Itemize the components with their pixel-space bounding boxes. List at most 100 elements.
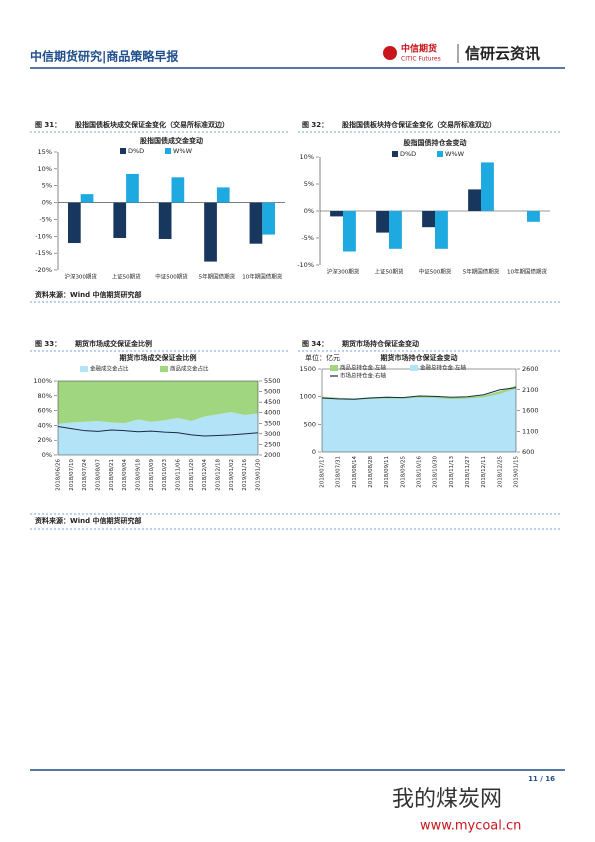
plot-frame [321, 368, 517, 453]
figure-label: 图 31： [35, 120, 61, 129]
area [58, 412, 258, 455]
area [322, 388, 516, 452]
bar [343, 211, 356, 252]
figure-caption: 股指国债板块成交保证金变化（交易所标准双边） [74, 120, 229, 129]
x-tick-label: 2018/08/14 [352, 456, 358, 488]
bar [158, 202, 172, 239]
y-tick-label: -10% [35, 232, 52, 240]
x-tick-label: 上证50期货 [112, 273, 141, 281]
header-title: 中信期货研究|商品策略早报 [30, 49, 178, 64]
x-tick-label: 2018/06/26 [56, 459, 62, 491]
x-tick-label: 2018/07/24 [82, 459, 88, 491]
bar [527, 211, 540, 222]
x-tick-label: 2018/10/30 [433, 456, 439, 488]
bar [422, 211, 435, 228]
x-tick-label: 沪深300期货 [327, 268, 360, 276]
legend-label: D%D [400, 150, 416, 158]
y-tick-label: 1600 [522, 407, 539, 415]
chart-title: 股指国债成交金变动 [139, 136, 203, 145]
x-tick-label: 2018/10/16 [417, 456, 423, 488]
legend-label: W%W [445, 150, 465, 158]
figure-caption: 股指国债板块持仓保证金变化（交易所标准双边） [341, 120, 496, 129]
y-tick-label: -10% [297, 261, 314, 269]
y-tick-label: -5% [39, 215, 52, 223]
brand: 信研云资讯 [465, 45, 540, 63]
y-tick-label: 2600 [522, 365, 539, 373]
x-tick-label: 2018/11/06 [176, 459, 182, 491]
logo-cn: 中信期货 [401, 43, 437, 55]
page-number: 11 / 16 [528, 775, 555, 783]
bar [171, 177, 185, 203]
x-tick-label: 2018/10/09 [149, 459, 155, 491]
bar [330, 211, 343, 217]
watermark-url: www.mycoal.cn [420, 819, 521, 834]
bar [126, 173, 139, 203]
x-tick-label: 2018/12/11 [481, 456, 487, 488]
y-tick-label: -15% [35, 249, 52, 257]
figure-captions: 图 31： 股指国债板块成交保证金变化（交易所标准双边） 图 32： 股指国债板… [35, 120, 496, 348]
bar [249, 202, 263, 244]
x-tick-label: 2018/09/11 [384, 456, 390, 488]
x-tick-label: 2018/12/25 [497, 456, 503, 488]
plot-frame [57, 380, 259, 456]
y-tick-label: 4000 [264, 409, 281, 417]
y-tick-label: 0 [312, 448, 316, 456]
x-tick-label: 2018/11/20 [189, 459, 195, 491]
x-tick-label: 5年期国债期货 [463, 268, 500, 276]
x-tick-label: 10年期国债期货 [507, 268, 547, 276]
y-tick-label: 3500 [264, 419, 281, 427]
bar [481, 162, 494, 211]
x-tick-label: 2018/07/31 [336, 456, 342, 488]
x-tick-label: 2018/09/04 [122, 459, 128, 491]
chart-title: 股指国债持仓金变动 [403, 138, 467, 147]
x-tick-label: 2019/01/16 [242, 459, 248, 491]
bar [435, 211, 448, 249]
x-tick-label: 2018/12/18 [216, 459, 222, 491]
figure-label: 图 34： [302, 339, 328, 348]
x-tick-label: 2019/01/30 [256, 459, 262, 491]
x-tick-label: 中证500期货 [419, 268, 452, 276]
bar [216, 187, 230, 203]
legend-swatch [330, 365, 338, 371]
x-tick-label: 2018/08/28 [368, 456, 374, 488]
x-tick-label: 2018/07/10 [69, 459, 75, 491]
y-tick-label: 2000 [264, 451, 281, 459]
y-tick-label: 80% [38, 392, 52, 400]
legend-label: W%W [173, 147, 193, 155]
logo-en: CITIC Futures [401, 56, 441, 63]
bar [468, 189, 481, 211]
legend-label: 商品总持仓金:左轴 [340, 364, 386, 372]
y-tick-label: 500 [304, 420, 316, 428]
y-tick-label: 100% [33, 377, 52, 385]
legend-label: D%D [128, 147, 144, 155]
legend-swatch [392, 151, 398, 157]
y-tick-label: 4500 [264, 398, 281, 406]
y-tick-label: 60% [38, 407, 52, 415]
x-tick-label: 2019/01/02 [229, 459, 235, 491]
x-tick-label: 上证50期货 [375, 268, 404, 276]
legend-swatch [165, 148, 171, 154]
bar [389, 211, 402, 249]
watermark-name: 我的煤炭网 [392, 787, 502, 812]
source: 资料来源：Wind 中信期货研究部 [35, 290, 142, 299]
y-tick-label: 5% [304, 180, 314, 188]
y-tick-label: -5% [301, 234, 314, 242]
legend-swatch [437, 151, 443, 157]
x-tick-label: 2018/10/23 [162, 459, 168, 491]
legend-label: 金融总持仓金:左轴 [420, 364, 466, 372]
y-tick-label: 3000 [264, 430, 281, 438]
bar [67, 202, 81, 244]
x-tick-label: 沪深300期货 [64, 273, 97, 281]
logo-icon [383, 46, 397, 60]
legend-swatch [120, 148, 126, 154]
x-tick-label: 2018/08/21 [109, 459, 115, 491]
y-tick-label: 0% [42, 451, 52, 459]
y-tick-label: 5500 [264, 377, 281, 385]
y-tick-label: 10% [38, 165, 52, 173]
x-tick-label: 2018/12/04 [202, 459, 208, 491]
y-tick-label: 1500 [299, 365, 316, 373]
bar [80, 194, 94, 203]
legend-label: 金融成交金占比 [90, 365, 129, 373]
dotted-rules [30, 131, 560, 530]
